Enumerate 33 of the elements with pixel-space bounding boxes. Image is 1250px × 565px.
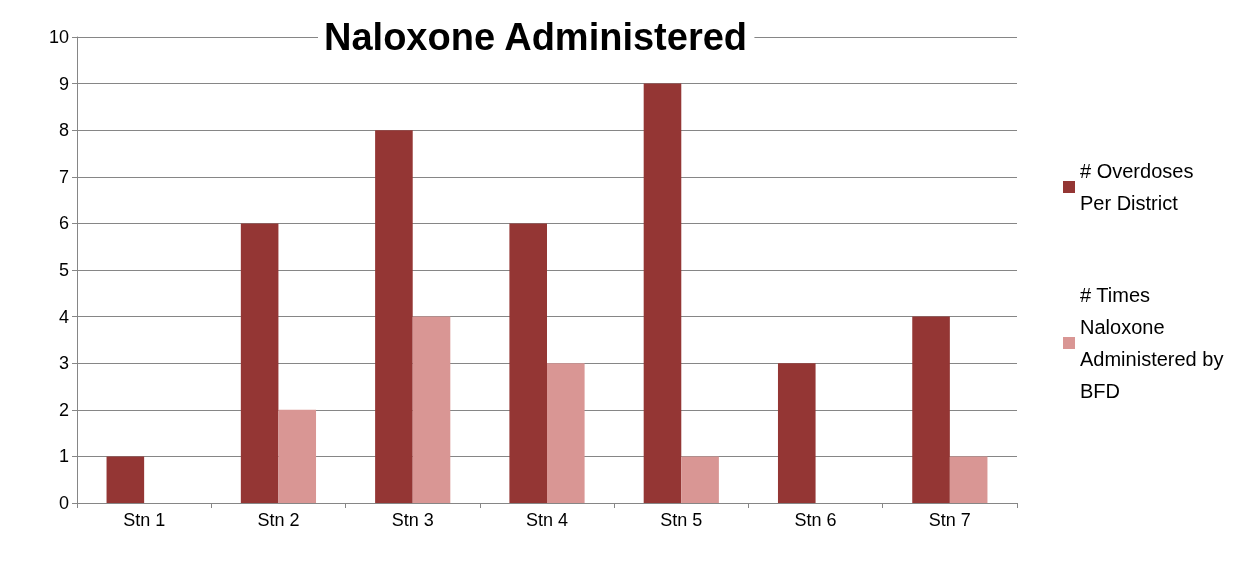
bar [949, 456, 988, 503]
y-tick-label: 1 [58, 446, 69, 467]
bar [375, 130, 413, 503]
x-tick-label: Stn 5 [660, 510, 703, 530]
x-tick-label: Stn 2 [257, 510, 300, 530]
legend-label: # Times Naloxone Administered by BFD [1080, 284, 1229, 402]
y-tick-label: 4 [58, 306, 69, 327]
bar [912, 316, 950, 503]
bar [777, 363, 816, 503]
legend-label: # Overdoses Per District [1080, 160, 1199, 214]
y-tick-label: 8 [58, 120, 69, 141]
y-tick-label: 2 [58, 399, 69, 420]
y-tick-label: 3 [58, 353, 69, 374]
y-tick-label: 9 [58, 73, 69, 94]
bar [547, 363, 585, 503]
y-tick-label: 10 [48, 27, 69, 47]
bar [643, 83, 682, 503]
x-tick-label: Stn 3 [391, 510, 434, 530]
chart-title: Naloxone Administered [324, 16, 748, 58]
bar [681, 456, 719, 503]
x-tick-label: Stn 6 [794, 510, 837, 530]
x-tick-label: Stn 7 [928, 510, 971, 530]
x-tick-label: Stn 1 [123, 510, 166, 530]
x-tick-label: Stn 4 [525, 510, 569, 530]
y-tick-label: 7 [58, 166, 69, 187]
y-tick-label: 5 [58, 260, 69, 280]
y-tick-label: 6 [58, 213, 69, 234]
y-tick-label: 0 [58, 493, 69, 513]
bar [106, 456, 145, 503]
bar [412, 316, 451, 503]
bar [509, 223, 547, 503]
bar [240, 223, 279, 503]
bar [278, 409, 317, 503]
